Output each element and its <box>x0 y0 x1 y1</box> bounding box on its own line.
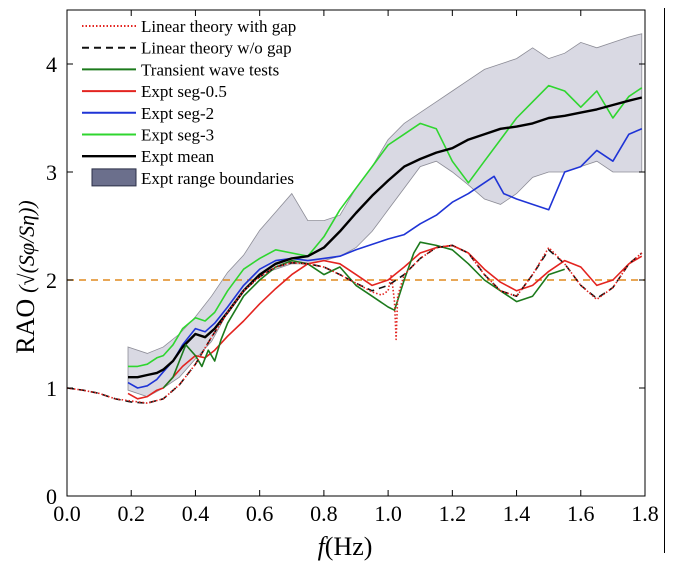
x-tick-label: 1.2 <box>439 501 467 526</box>
y-tick-label: 4 <box>46 52 57 77</box>
legend: Linear theory with gap Linear theory w/o … <box>82 17 296 188</box>
series-line-transient-wave-tests <box>162 241 565 389</box>
x-axis-label: f(Hz) <box>318 532 373 561</box>
x-tick-label: 1.0 <box>374 501 402 526</box>
legend-label: Expt mean <box>141 147 215 166</box>
axes-frame <box>66 9 646 497</box>
x-tick-label: 0.4 <box>182 501 210 526</box>
page-right-rule <box>664 8 665 553</box>
y-tick-label: 0 <box>46 484 57 509</box>
x-tick-label: 1.6 <box>567 501 595 526</box>
legend-label: Linear theory w/o gap <box>141 39 292 58</box>
x-tick-label: 1.8 <box>631 501 659 526</box>
y-tick-label: 1 <box>46 376 57 401</box>
legend-swatch-range <box>91 168 137 187</box>
series-layer <box>66 84 643 404</box>
legend-label: Expt seg-0.5 <box>141 82 227 101</box>
x-axis-variable: f <box>318 532 329 561</box>
x-tick-label: 1.4 <box>503 501 531 526</box>
y-tick-label: 3 <box>46 160 57 185</box>
y-axis-main: RAO <box>11 299 40 354</box>
legend-label: Expt range boundaries <box>141 169 294 188</box>
x-tick-label: 0.8 <box>310 501 338 526</box>
x-tick-label: 0.6 <box>246 501 274 526</box>
legend-label: Linear theory with gap <box>141 17 296 36</box>
y-axis-label: RAO (√(Sφ/Sη)) <box>11 200 40 353</box>
legend-label: Expt seg-3 <box>141 126 214 145</box>
x-axis-unit: (Hz) <box>325 532 373 561</box>
ticks-layer: 0.0 0.2 0.4 0.6 0.8 1.0 1.2 1.4 1.6 1.8 0 1 2 3 4 <box>46 10 659 526</box>
legend-label: Transient wave tests <box>141 60 279 79</box>
plot-area <box>66 33 645 404</box>
series-line-expt-seg-3 <box>128 84 643 368</box>
x-tick-label: 0.0 <box>53 501 81 526</box>
y-axis-formula: (√(Sφ/Sη)) <box>14 200 39 293</box>
series-line-expt-seg-2 <box>127 128 643 389</box>
x-tick-label: 0.2 <box>117 501 145 526</box>
series-line-expt-seg-0-5 <box>127 244 643 400</box>
y-tick-label: 2 <box>46 268 57 293</box>
legend-label: Expt seg-2 <box>141 104 214 123</box>
series-line-expt-mean <box>128 96 643 379</box>
series-line-linear-theory-with-gap <box>66 244 643 404</box>
